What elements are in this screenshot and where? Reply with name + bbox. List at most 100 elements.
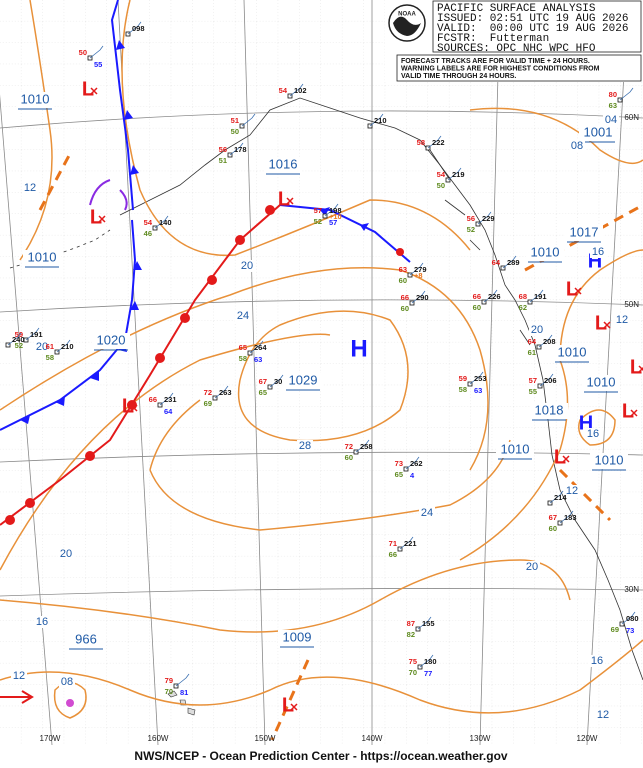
central-pressure: 1009 xyxy=(283,629,312,644)
wind-barb xyxy=(419,654,434,668)
station-pressure: 210 xyxy=(61,342,74,351)
station-pressure: 226 xyxy=(488,292,501,301)
isobar-label: 12 xyxy=(13,670,25,682)
isobars xyxy=(0,0,643,719)
station-dew: 52 xyxy=(15,341,23,350)
isobar-label-bg xyxy=(590,246,606,258)
low-marker xyxy=(603,321,611,329)
isobar-label: 24 xyxy=(421,507,433,519)
wind-barb xyxy=(405,456,420,470)
wind-barb xyxy=(469,371,484,385)
wind-barb xyxy=(529,289,544,303)
wind-barb xyxy=(154,215,169,229)
tropical-cyclone xyxy=(66,699,74,707)
wind-barb xyxy=(477,211,492,225)
wind-barb xyxy=(355,439,370,453)
isobar-label: 20 xyxy=(531,324,543,336)
station-pressure: 208 xyxy=(543,337,556,346)
central-pressure: 1010 xyxy=(501,441,530,456)
header-line: VALID: 00:00 UTC 19 AUG 2026 xyxy=(437,23,628,35)
central-pressure: 1010 xyxy=(28,249,57,264)
isobar-label: 08 xyxy=(571,140,583,152)
wind-barb xyxy=(229,142,244,156)
isobar-label-bg xyxy=(22,182,38,194)
central-pressure-bg xyxy=(278,630,316,646)
station-temp: 51 xyxy=(231,116,239,125)
isobar-label-bg xyxy=(603,114,619,126)
isobar-label-bg xyxy=(524,561,540,573)
isobar-label-bg xyxy=(59,676,75,688)
wind-barb xyxy=(159,392,174,406)
central-pressure-bg xyxy=(565,225,603,241)
station-dew: 66 xyxy=(389,550,397,559)
station-pressure: 229 xyxy=(482,214,495,223)
low-marker xyxy=(630,409,638,417)
wind-barb xyxy=(417,616,432,630)
station-pressure: 221 xyxy=(404,539,417,548)
station-temp: 75 xyxy=(409,657,417,666)
low-center: L xyxy=(595,312,607,334)
central-pressure: 1010 xyxy=(558,344,587,359)
longitude-label: 170W xyxy=(40,734,61,743)
isobar-label-bg xyxy=(34,616,50,628)
low-center: L xyxy=(282,694,294,716)
station-pressure: 263 xyxy=(219,388,232,397)
central-pressure-bg xyxy=(284,373,322,389)
station-pressure: 214 xyxy=(554,493,567,502)
low-center: L xyxy=(278,188,290,210)
station-dew: 69 xyxy=(204,399,212,408)
station-temp: 54 xyxy=(437,170,446,179)
station-temp: 59 xyxy=(459,374,467,383)
low-marker xyxy=(562,455,570,463)
station-temp: 71 xyxy=(389,539,397,548)
logo-text: NOAA xyxy=(398,12,416,18)
central-pressure-bg xyxy=(530,403,568,419)
central-pressure: 966 xyxy=(75,631,97,646)
wind-barb xyxy=(559,510,574,524)
low-marker xyxy=(290,703,298,711)
station-wave: 77 xyxy=(424,669,432,678)
station-pressure: 240 xyxy=(12,335,25,344)
station-pressure: 155 xyxy=(422,619,435,628)
station-temp: 66 xyxy=(401,293,409,302)
isobar-label: 12 xyxy=(566,485,578,497)
central-pressure-bg xyxy=(582,375,620,391)
central-pressure: 1018 xyxy=(535,402,564,417)
station-temp: 68 xyxy=(519,292,527,301)
station-temp: 57 xyxy=(314,206,322,215)
longitude-label: 120W xyxy=(577,734,598,743)
isobar-label-bg xyxy=(419,507,435,519)
station-pressure: 140 xyxy=(159,218,172,227)
station-pressure: 180 xyxy=(424,657,437,666)
station-temp: 58 xyxy=(417,138,425,147)
wind-barb xyxy=(621,611,636,625)
header-line: ISSUED: 02:51 UTC 19 AUG 2026 xyxy=(437,13,628,25)
wind-barb xyxy=(483,289,498,303)
header-box: NOAA xyxy=(385,0,643,82)
station-pressure: 30 xyxy=(274,377,282,386)
isobar-label-bg xyxy=(239,260,255,272)
station-temp: 66 xyxy=(149,395,157,404)
notice-line: VALID TIME THROUGH 24 HOURS. xyxy=(401,73,516,80)
low-center: L xyxy=(82,78,94,100)
isobar-label-bg xyxy=(11,670,27,682)
station-pressure: 191 xyxy=(30,330,43,339)
wind-barb xyxy=(324,203,339,217)
station-pressure: 191 xyxy=(534,292,547,301)
wind-barb xyxy=(175,673,190,687)
station-temp: 56 xyxy=(467,214,475,223)
station-temp: 56 xyxy=(219,145,227,154)
station-dew: 70 xyxy=(409,668,417,677)
wind-barb xyxy=(447,167,462,181)
station-temp: 54 xyxy=(279,86,288,95)
station-dew: 63 xyxy=(609,101,617,110)
low-center: L xyxy=(622,400,634,422)
isobar-label: 04 xyxy=(605,114,617,126)
isobar-label-bg xyxy=(297,440,313,452)
fronts xyxy=(0,0,411,526)
station-pressure: 183 xyxy=(564,513,577,522)
station-pressure: 102 xyxy=(294,86,307,95)
isobar-label: 16 xyxy=(591,655,603,667)
central-pressure-bg xyxy=(67,632,105,648)
low-center: L xyxy=(630,356,642,378)
